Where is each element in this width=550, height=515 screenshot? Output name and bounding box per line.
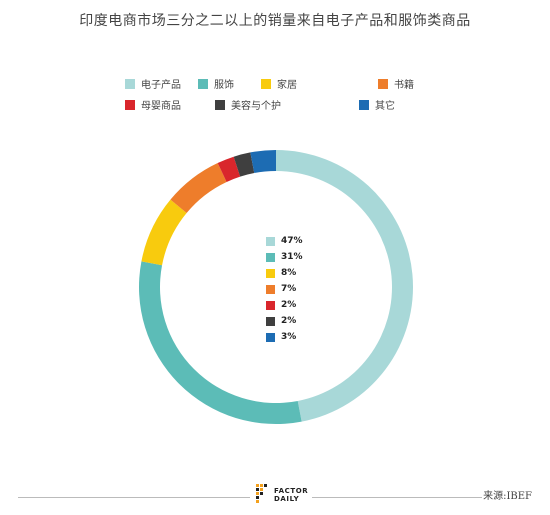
legend-label: 服饰 — [214, 80, 234, 91]
legend-label: 书籍 — [394, 80, 414, 91]
data-label: 7% — [281, 284, 297, 294]
data-label: 47% — [281, 236, 303, 246]
data-label: 3% — [281, 332, 297, 342]
pct-row-electronics: 47% — [266, 233, 303, 249]
legend-swatch — [261, 78, 271, 89]
pct-swatch — [266, 284, 275, 294]
legend-item-books: 书籍 — [378, 76, 414, 91]
pct-row-home: 8% — [266, 265, 303, 281]
pct-swatch — [266, 316, 275, 326]
pct-swatch — [266, 300, 275, 310]
pct-row-books: 7% — [266, 281, 303, 297]
legend-label: 电子产品 — [141, 80, 181, 91]
legend-label: 其它 — [375, 101, 395, 112]
pct-row-baby: 2% — [266, 297, 303, 313]
legend-swatch — [359, 99, 369, 110]
legend-label: 美容与个护 — [231, 101, 281, 112]
logo-line-1: FACTOR — [274, 487, 309, 495]
chart-title: 印度电商市场三分之二以上的销量来自电子产品和服饰类商品 — [79, 13, 471, 29]
legend-item-baby: 母婴商品 — [125, 97, 181, 112]
logo-text: FACTOR DAILY — [274, 487, 308, 503]
factor-daily-logo: FACTOR DAILY — [256, 484, 308, 506]
data-label: 8% — [281, 268, 297, 278]
footer-divider-left — [18, 497, 250, 498]
pct-row-apparel: 31% — [266, 249, 303, 265]
pct-swatch — [266, 252, 275, 262]
chart-legend: 电子产品 服饰 家居 书籍 母婴商品 美容与个护 其它 — [0, 0, 550, 120]
legend-item-beauty: 美容与个护 — [215, 97, 281, 112]
legend-item-home: 家居 — [261, 76, 297, 91]
donut-slice-home — [141, 199, 187, 266]
legend-label: 母婴商品 — [141, 101, 181, 112]
donut-slice-books — [170, 163, 227, 214]
logo-line-2: DAILY — [274, 495, 300, 503]
donut-slice-apparel — [139, 261, 302, 424]
legend-item-electronics: 电子产品 — [125, 76, 181, 91]
pct-swatch — [266, 332, 275, 342]
data-label: 2% — [281, 300, 297, 310]
legend-swatch — [378, 78, 388, 89]
legend-item-apparel: 服饰 — [198, 76, 234, 91]
pct-swatch — [266, 268, 275, 278]
donut-slice-baby — [217, 156, 241, 183]
logo-icon — [256, 484, 270, 506]
legend-swatch — [125, 99, 135, 110]
pct-row-other: 3% — [266, 329, 303, 345]
data-label: 2% — [281, 316, 297, 326]
footer-divider-right — [312, 497, 482, 498]
legend-swatch — [198, 78, 208, 89]
legend-swatch — [125, 78, 135, 89]
legend-item-other: 其它 — [359, 97, 395, 112]
donut-slice-electronics — [276, 150, 414, 422]
pct-row-beauty: 2% — [266, 313, 303, 329]
percentage-list: 47% 31% 8% 7% 2% 2% 3% — [266, 233, 303, 345]
donut-slice-beauty — [233, 152, 255, 177]
donut-slice-other — [250, 150, 276, 174]
data-label: 31% — [281, 252, 303, 262]
legend-label: 家居 — [277, 80, 297, 91]
legend-swatch — [215, 99, 225, 110]
pct-swatch — [266, 236, 275, 246]
source-note: 来源:IBEF — [483, 491, 532, 502]
